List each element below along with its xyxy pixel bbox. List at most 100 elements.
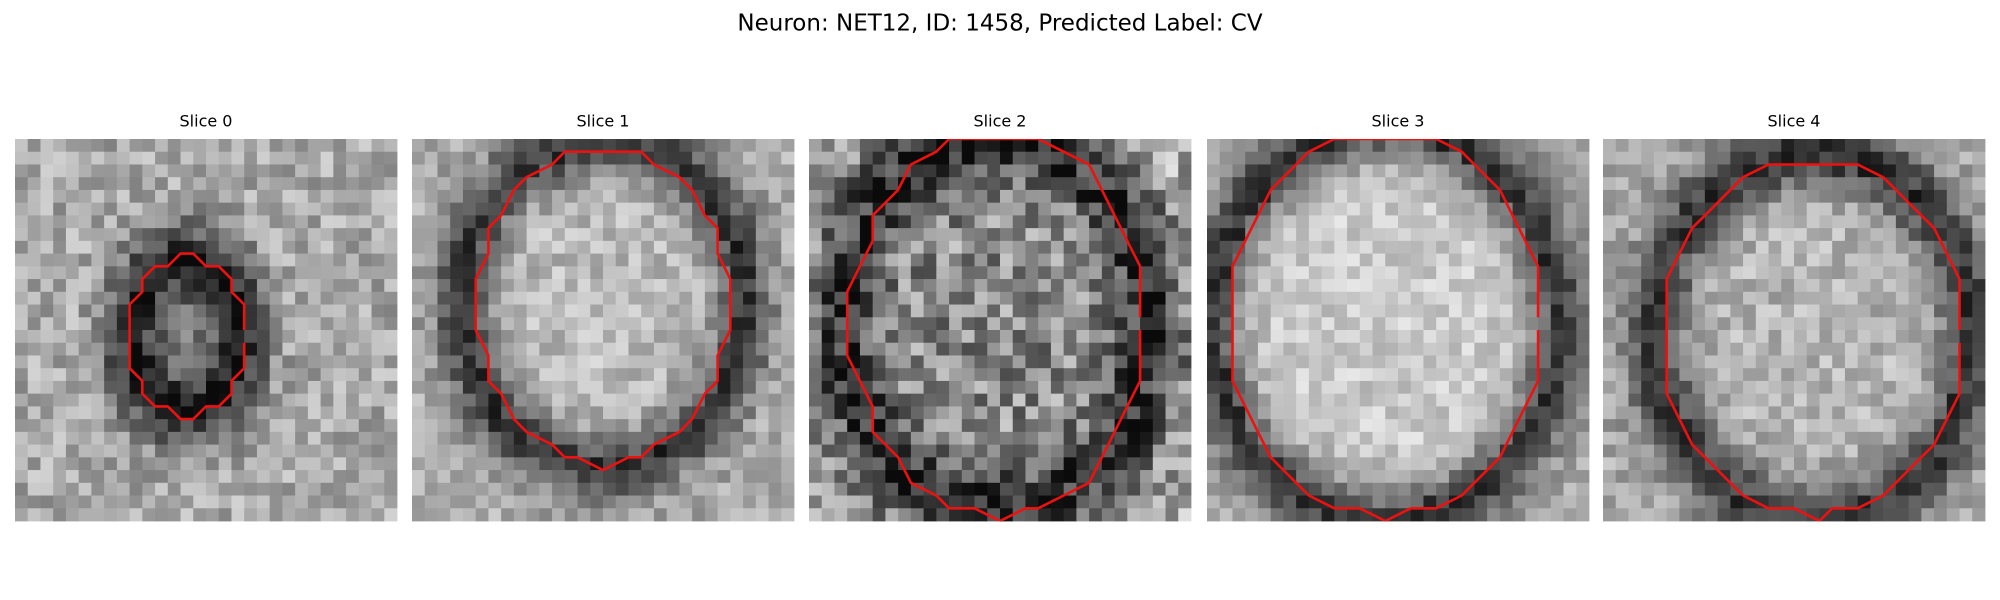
pixel bbox=[1755, 215, 1769, 229]
pixel bbox=[1127, 330, 1141, 344]
pixel bbox=[1653, 151, 1668, 165]
pixel bbox=[193, 202, 207, 216]
pixel bbox=[552, 164, 566, 178]
pixel bbox=[666, 202, 680, 216]
pixel bbox=[821, 240, 835, 254]
pixel bbox=[116, 279, 130, 293]
pixel bbox=[679, 342, 693, 356]
pixel bbox=[1487, 444, 1501, 458]
pixel bbox=[577, 202, 591, 216]
pixel bbox=[450, 508, 464, 522]
pixel bbox=[692, 482, 706, 496]
pixel bbox=[462, 342, 477, 356]
pixel bbox=[974, 457, 988, 471]
pixel bbox=[704, 253, 718, 267]
pixel bbox=[1819, 368, 1833, 382]
pixel bbox=[526, 228, 540, 242]
pixel bbox=[1908, 368, 1922, 382]
pixel bbox=[603, 470, 617, 484]
pixel bbox=[1308, 228, 1322, 242]
pixel bbox=[333, 291, 347, 305]
pixel bbox=[1781, 342, 1795, 356]
pixel bbox=[872, 355, 886, 369]
pixel bbox=[1050, 470, 1065, 484]
pixel bbox=[307, 317, 321, 331]
pixel bbox=[1207, 342, 1221, 356]
pixel bbox=[755, 393, 769, 407]
pixel bbox=[1525, 228, 1539, 242]
pixel bbox=[1499, 444, 1513, 458]
pixel bbox=[424, 508, 438, 522]
pixel bbox=[821, 151, 835, 165]
pixel bbox=[1178, 215, 1192, 229]
pixel bbox=[1692, 380, 1706, 395]
pixel bbox=[1165, 240, 1179, 254]
pixel bbox=[437, 406, 451, 420]
pixel bbox=[1603, 177, 1617, 191]
pixel bbox=[1512, 317, 1526, 331]
pixel bbox=[15, 508, 29, 522]
pixel bbox=[1908, 431, 1922, 445]
pixel bbox=[307, 228, 321, 242]
pixel bbox=[1972, 444, 1986, 458]
pixel bbox=[295, 482, 309, 496]
pixel bbox=[1372, 444, 1386, 458]
pixel bbox=[1921, 393, 1935, 407]
pixel bbox=[116, 317, 130, 331]
pixel bbox=[974, 164, 988, 178]
pixel bbox=[1385, 444, 1399, 458]
pixel bbox=[78, 177, 92, 191]
pixel bbox=[847, 151, 861, 165]
pixel bbox=[346, 342, 360, 356]
pixel bbox=[180, 431, 194, 445]
pixel bbox=[1538, 151, 1552, 165]
pixel bbox=[27, 139, 41, 153]
pixel bbox=[1832, 508, 1846, 522]
pixel bbox=[78, 495, 92, 509]
pixel bbox=[974, 215, 988, 229]
pixel bbox=[898, 240, 912, 254]
pixel bbox=[1946, 342, 1960, 356]
pixel bbox=[488, 470, 502, 484]
pixel bbox=[513, 330, 527, 344]
pixel bbox=[628, 342, 642, 356]
pixel bbox=[91, 279, 105, 293]
pixel bbox=[282, 508, 296, 522]
pixel bbox=[1114, 482, 1128, 496]
pixel bbox=[1359, 139, 1373, 153]
pixel bbox=[346, 253, 360, 267]
pixel bbox=[552, 215, 566, 229]
pixel bbox=[155, 393, 169, 407]
pixel bbox=[1398, 406, 1412, 420]
pixel bbox=[167, 380, 181, 395]
pixel bbox=[501, 139, 515, 153]
pixel bbox=[1603, 151, 1617, 165]
pixel bbox=[180, 177, 194, 191]
pixel bbox=[412, 151, 426, 165]
pixel bbox=[1436, 342, 1450, 356]
pixel bbox=[1474, 215, 1488, 229]
pixel bbox=[743, 508, 757, 522]
pixel bbox=[949, 177, 963, 191]
pixel bbox=[424, 431, 438, 445]
pixel bbox=[1423, 189, 1437, 204]
pixel bbox=[615, 444, 629, 458]
pixel bbox=[1296, 304, 1310, 318]
pixel bbox=[501, 240, 515, 254]
pixel bbox=[743, 279, 757, 293]
pixel bbox=[1603, 406, 1617, 420]
pixel bbox=[1870, 355, 1884, 369]
pixel bbox=[1461, 380, 1475, 395]
pixel bbox=[501, 342, 515, 356]
pixel bbox=[193, 228, 207, 242]
pixel bbox=[898, 330, 912, 344]
pixel bbox=[1385, 355, 1399, 369]
pixel bbox=[1398, 355, 1412, 369]
pixel bbox=[1308, 355, 1322, 369]
pixel bbox=[307, 139, 321, 153]
pixel bbox=[91, 330, 105, 344]
pixel bbox=[809, 444, 823, 458]
pixel bbox=[1959, 291, 1973, 305]
pixel bbox=[666, 266, 680, 280]
pixel bbox=[1653, 279, 1668, 293]
